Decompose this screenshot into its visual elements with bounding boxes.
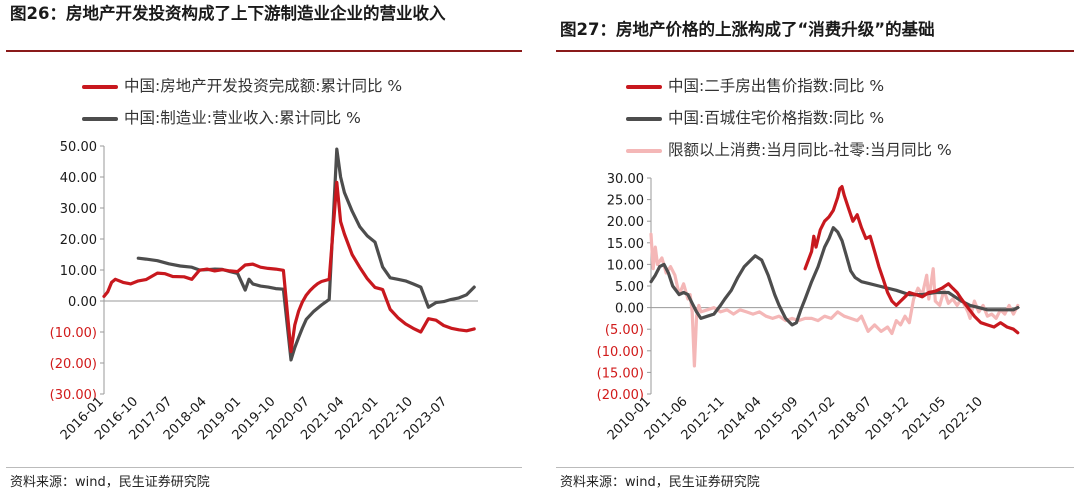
left-y-tick-label: (10.00): [50, 326, 97, 341]
right-y-tick-label: 10.00: [607, 258, 644, 273]
left-y-tick-label: 0.00: [68, 295, 97, 310]
right-y-tick-label: (10.00): [597, 345, 644, 360]
right-chart-panel: 图27：房地产价格的上涨构成了“消费升级”的基础 中国:二手房出售价指数:同比 …: [550, 0, 1080, 495]
left-y-tick-label: 20.00: [60, 233, 97, 248]
right-y-tick-label: 0.00: [615, 302, 644, 317]
right-chart-title: 图27：房地产价格的上涨构成了“消费升级”的基础: [560, 20, 935, 39]
right-title-rule: [556, 50, 1074, 52]
left-series-line-0: [102, 180, 476, 354]
left-y-tick-label: 30.00: [60, 202, 97, 217]
right-source-rule: [556, 467, 1074, 468]
right-y-tick-label: 30.00: [607, 172, 644, 187]
left-y-tick-label: 10.00: [60, 264, 97, 279]
left-chart-panel: 图26：房地产开发投资构成了上下游制造业企业的营业收入 中国:房地产开发投资完成…: [0, 0, 528, 495]
right-y-tick-label: (5.00): [605, 323, 644, 338]
right-y-tick-label: 25.00: [607, 194, 644, 209]
right-y-tick-label: (15.00): [597, 366, 644, 381]
left-y-tick-label: (30.00): [50, 388, 97, 403]
left-y-tick-label: 40.00: [60, 171, 97, 186]
legend-item-hundred-city-price: 中国:百城住宅价格指数:同比 %: [626, 106, 884, 128]
legend-label-secondhand-price: 中国:二手房出售价指数:同比 %: [668, 77, 885, 95]
legend-swatch-secondhand-price: [626, 84, 662, 89]
left-chart-title: 图26：房地产开发投资构成了上下游制造业企业的营业收入: [10, 4, 446, 23]
legend-swatch-investment: [82, 84, 118, 89]
right-line-chart: 30.00 25.00 20.00 15.00 10.00 5.00 0.00 (5.00) (…: [597, 172, 1020, 443]
left-y-tick-label: 50.00: [60, 140, 97, 155]
legend-item-consumption-gap: 限额以上消费:当月同比-社零:当月同比 %: [626, 138, 952, 160]
right-y-tick-label: 15.00: [607, 237, 644, 252]
legend-swatch-hundred-city-price: [626, 116, 662, 121]
left-title-rule: [6, 50, 522, 52]
legend-label-consumption-gap: 限额以上消费:当月同比-社零:当月同比 %: [668, 141, 952, 159]
right-y-tick-label: 5.00: [615, 280, 644, 295]
left-line-chart: 50.00 40.00 30.00 20.00 10.00 0.00 (10.00) (20.…: [50, 140, 478, 443]
right-y-tick-label: 20.00: [607, 215, 644, 230]
right-y-tick-label: (20.00): [597, 388, 644, 403]
legend-label-manufacturing: 中国:制造业:营业收入:累计同比 %: [124, 109, 361, 127]
legend-label-investment: 中国:房地产开发投资完成额:累计同比 %: [124, 77, 403, 95]
right-series-line-0: [803, 185, 1020, 335]
left-y-tick-label: (20.00): [50, 357, 97, 372]
left-source-note: 资料来源：wind，民生证券研究院: [10, 475, 210, 490]
left-source-rule: [6, 467, 522, 468]
legend-item-secondhand-price: 中国:二手房出售价指数:同比 %: [626, 74, 884, 96]
right-source-note: 资料来源：wind，民生证券研究院: [560, 475, 760, 490]
legend-item-manufacturing: 中国:制造业:营业收入:累计同比 %: [82, 106, 361, 128]
legend-swatch-consumption-gap: [626, 148, 662, 153]
legend-swatch-manufacturing: [82, 116, 118, 121]
legend-item-investment: 中国:房地产开发投资完成额:累计同比 %: [82, 74, 402, 96]
legend-label-hundred-city-price: 中国:百城住宅价格指数:同比 %: [668, 109, 885, 127]
